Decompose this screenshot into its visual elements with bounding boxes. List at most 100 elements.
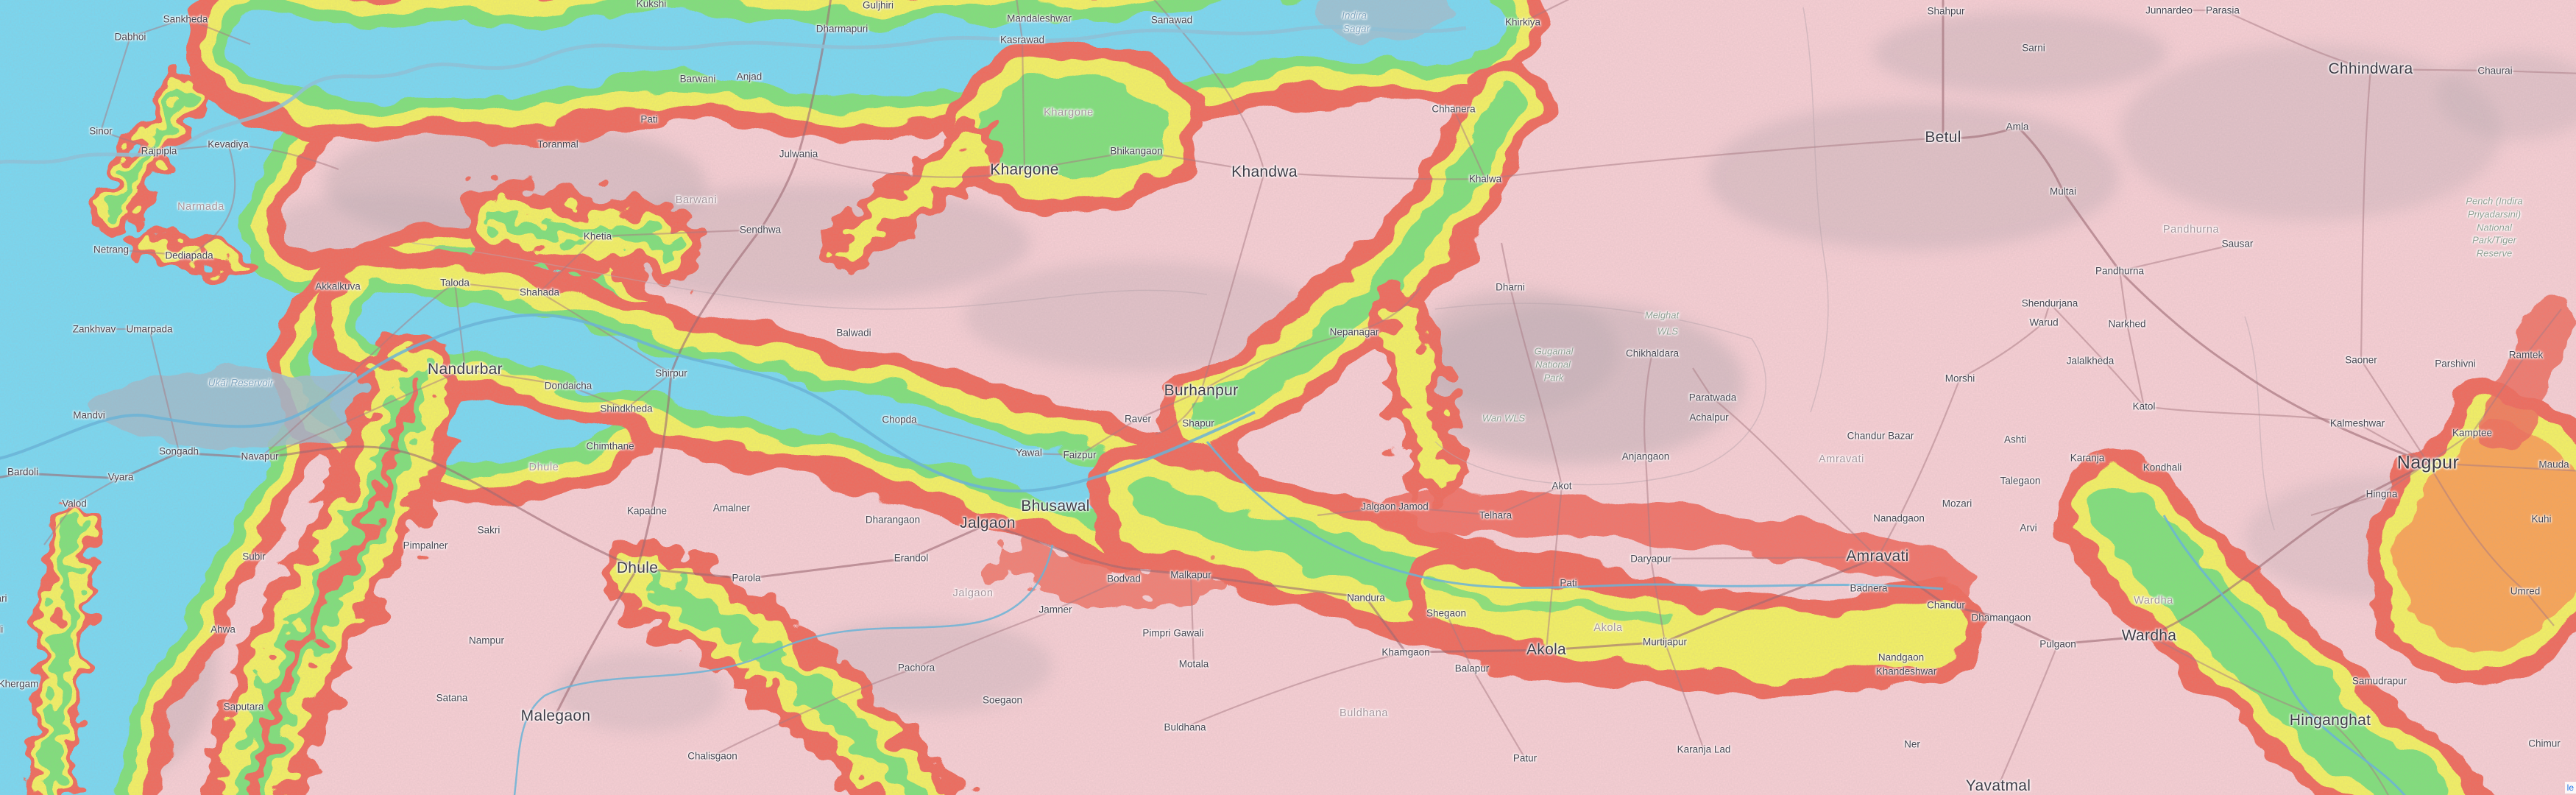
label-raver: Raver <box>1124 413 1152 425</box>
label-umarpada: Umarpada <box>126 323 173 335</box>
label-ner: Ner <box>1904 738 1920 750</box>
label-ari: ari <box>0 593 7 604</box>
label-pimpalner: Pimpalner <box>403 540 448 551</box>
attribution-fragment[interactable]: le <box>2564 782 2576 794</box>
label-buldhana: Buldhana <box>1339 707 1389 719</box>
label-mauda: Mauda <box>2538 459 2569 470</box>
label-kevadiya: Kevadiya <box>208 138 249 150</box>
label-dharni: Dharni <box>1496 281 1525 293</box>
label-buldhana: Buldhana <box>1164 721 1206 733</box>
label-chaurai: Chaurai <box>2477 65 2513 77</box>
label-shahada: Shahada <box>519 286 560 298</box>
label-dharmapuri: Dharmapuri <box>815 23 868 35</box>
label-betul: Betul <box>1925 129 1961 146</box>
label-balapur: Balapur <box>1454 662 1490 674</box>
label-nampur: Nampur <box>468 635 505 646</box>
label-shindkheda: Shindkheda <box>600 403 653 414</box>
label-gugamal: Gugamal <box>1534 345 1574 357</box>
label-toranmal: Toranmal <box>537 138 578 150</box>
label-ahwa: Ahwa <box>210 623 236 635</box>
label-paratwada: Paratwada <box>1688 392 1737 403</box>
label-narkhed: Narkhed <box>2108 318 2146 330</box>
label-valod: Valod <box>62 498 87 509</box>
label-sagar: Sagar <box>1342 23 1370 35</box>
label-mandvi: Mandvi <box>73 409 105 421</box>
label-arvi: Arvi <box>2020 522 2037 534</box>
label-nandgaon: Nandgaon <box>1878 651 1925 663</box>
label-ramtek: Ramtek <box>2508 349 2544 361</box>
label-sakri: Sakri <box>477 524 500 536</box>
label-netrang: Netrang <box>93 244 130 255</box>
label-saoner: Saoner <box>2345 354 2377 366</box>
label-badnera: Badnera <box>1850 582 1888 594</box>
label-soegaon: Soegaon <box>982 694 1023 706</box>
label-morshi: Morshi <box>1945 372 1975 384</box>
label-shendurjana: Shendurjana <box>2021 297 2078 309</box>
label-pachora: Pachora <box>897 662 935 674</box>
label-kapadne: Kapadne <box>626 505 668 517</box>
label-nanadgaon: Nanadgaon <box>1873 512 1925 524</box>
label-bhikangaon: Bhikangaon <box>1110 145 1163 157</box>
label-priyadarsini-: Priyadarsini) <box>2467 208 2522 220</box>
label-pati: Pati <box>1560 577 1577 589</box>
label-burhanpur: Burhanpur <box>1164 382 1239 399</box>
label-satana: Satana <box>436 692 468 704</box>
label-wardha: Wardha <box>2134 595 2173 607</box>
label-karanja-lad: Karanja Lad <box>1677 743 1731 755</box>
label-bardoli: Bardoli <box>7 466 39 478</box>
label-dhule: Dhule <box>528 462 559 473</box>
label-chandur-bazar: Chandur Bazar <box>1847 430 1914 442</box>
label-amravati: Amravati <box>1846 548 1909 565</box>
label-yavatmal: Yavatmal <box>1965 777 2031 794</box>
label-chhindwara: Chhindwara <box>2328 60 2413 77</box>
label-subir: Subir <box>242 551 266 562</box>
label-karanja: Karanja <box>2070 452 2105 464</box>
label-nandura: Nandura <box>1347 592 1385 604</box>
label-national: National <box>1535 358 1571 370</box>
label-khamgaon: Khamgaon <box>1381 646 1430 658</box>
label-hingna: Hingna <box>2366 488 2398 500</box>
label-sankheda: Sankheda <box>163 13 208 25</box>
label-akola: Akola <box>1593 622 1623 634</box>
label-motala: Motala <box>1178 658 1209 670</box>
label-anjangaon: Anjangaon <box>1621 451 1670 462</box>
label-mandaleshwar: Mandaleshwar <box>1007 13 1072 24</box>
label-ashti: Ashti <box>2003 434 2027 445</box>
label-katol: Katol <box>2132 400 2156 412</box>
label-anjad: Anjad <box>736 71 762 82</box>
label-dharangaon: Dharangaon <box>865 514 921 526</box>
label-nagpur: Nagpur <box>2396 452 2460 473</box>
label-chalisgaon: Chalisgaon <box>687 750 737 762</box>
label-nepanagar: Nepanagar <box>1329 326 1379 338</box>
label-parola: Parola <box>732 572 761 584</box>
label-shirpur: Shirpur <box>655 367 687 379</box>
label-patur: Patur <box>1512 752 1538 764</box>
label-kalmeshwar: Kalmeshwar <box>2329 417 2385 429</box>
label-dabhoi: Dabhoi <box>114 31 146 43</box>
label-reserve: Reserve <box>2476 247 2513 259</box>
label-dhule: Dhule <box>616 559 659 576</box>
label-barwani: Barwani <box>679 73 716 85</box>
label-pimpri-gawali: Pimpri Gawali <box>1142 627 1204 639</box>
label-park-tiger: Park/Tiger <box>2472 234 2516 246</box>
label-chimthane: Chimthane <box>586 440 634 452</box>
label-dediapada: Dediapada <box>165 250 213 261</box>
label-narmada: Narmada <box>177 201 224 213</box>
label-nandurbar: Nandurbar <box>428 361 503 378</box>
label-khargone: Khargone <box>1044 107 1094 119</box>
label-kukshi: Kukshi <box>636 0 667 10</box>
label-kasrawad: Kasrawad <box>999 34 1045 46</box>
label-wardha: Wardha <box>2121 627 2177 644</box>
label-wan-wls: Wan WLS <box>1482 412 1526 424</box>
label-jalgaon-jamod: Jalgaon Jamod <box>1361 501 1429 512</box>
label-sarni: Sarni <box>2022 42 2045 54</box>
label-kuhi: Kuhi <box>2531 513 2552 525</box>
label-national: National <box>2477 222 2512 233</box>
label-khergam: Khergam <box>0 678 39 690</box>
label-jalgaon: Jalgaon <box>960 515 1016 531</box>
label-malegaon: Malegaon <box>520 707 591 724</box>
label-chikhaldara: Chikhaldara <box>1625 347 1680 359</box>
label-melghat: Melghat <box>1644 309 1680 321</box>
